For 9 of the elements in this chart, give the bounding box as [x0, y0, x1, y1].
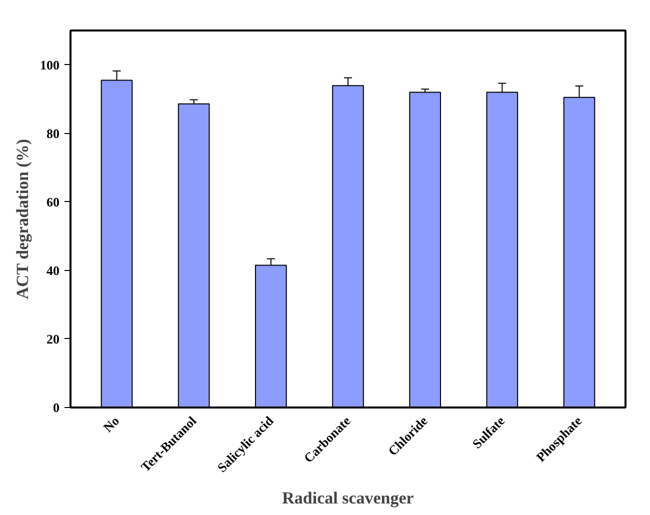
y-tick-label: 20: [46, 331, 60, 346]
x-axis-title: Radical scavenger: [282, 488, 414, 508]
y-tick-label: 40: [46, 262, 60, 278]
x-tick-label: No: [100, 413, 122, 436]
y-tick-label: 60: [46, 194, 60, 210]
y-tick-label: 0: [53, 400, 60, 415]
y-axis-title: ACT degradation (%): [13, 139, 32, 300]
y-tick-label: 80: [46, 126, 60, 141]
y-tick-label: 100: [40, 57, 60, 72]
